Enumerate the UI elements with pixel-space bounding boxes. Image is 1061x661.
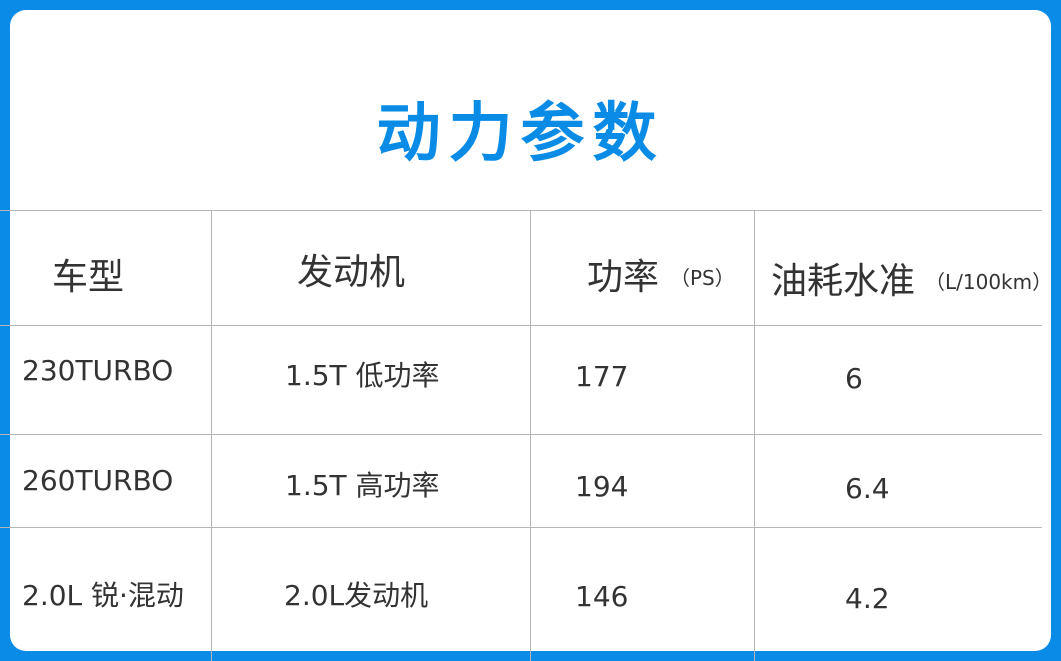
header-engine: 发动机 [297, 252, 406, 293]
divider [0, 527, 1042, 528]
divider [0, 210, 1042, 211]
cell-fuel: 6 [845, 362, 863, 395]
cell-model: 230TURBO [22, 354, 174, 387]
cell-engine: 1.5T 高功率 [285, 469, 440, 502]
header-model: 车型 [52, 257, 125, 298]
cell-model: 260TURBO [22, 464, 174, 497]
cell-engine: 2.0L发动机 [284, 579, 429, 612]
divider [754, 210, 755, 661]
cell-model: 2.0L 锐·混动 [22, 579, 184, 612]
header-fuel-unit: （L/100km） [925, 270, 1053, 294]
cell-power: 146 [575, 580, 629, 613]
divider [0, 325, 1042, 326]
header-power-unit: （PS） [670, 266, 735, 290]
page-title: 动力参数 [376, 97, 665, 171]
cell-engine: 1.5T 低功率 [285, 359, 440, 392]
header-fuel: 油耗水准 [771, 261, 916, 302]
divider [530, 210, 531, 661]
cell-fuel: 6.4 [845, 472, 890, 505]
cell-fuel: 4.2 [845, 582, 890, 615]
divider [211, 210, 212, 661]
divider [0, 434, 1042, 435]
header-power: 功率 [587, 257, 660, 298]
cell-power: 177 [575, 360, 629, 393]
cell-power: 194 [575, 470, 629, 503]
